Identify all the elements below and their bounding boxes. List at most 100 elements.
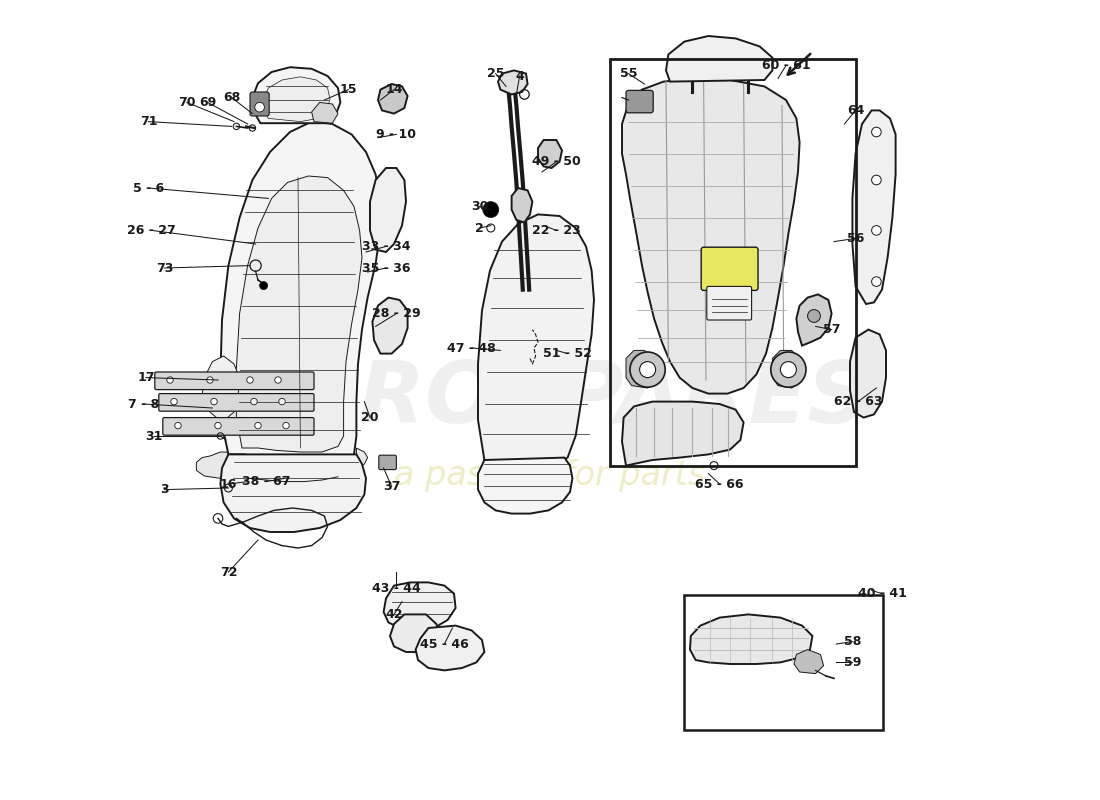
Polygon shape <box>850 330 886 418</box>
Text: 73: 73 <box>156 262 173 274</box>
FancyBboxPatch shape <box>158 394 314 411</box>
Text: 68: 68 <box>223 91 240 104</box>
Polygon shape <box>220 454 366 532</box>
Circle shape <box>771 352 806 387</box>
Text: 51 - 52: 51 - 52 <box>543 347 592 360</box>
FancyBboxPatch shape <box>684 595 883 730</box>
Polygon shape <box>626 350 656 388</box>
Text: 22 - 23: 22 - 23 <box>532 224 581 237</box>
Polygon shape <box>512 188 532 222</box>
Text: 3: 3 <box>161 483 168 496</box>
Text: 30: 30 <box>471 200 488 213</box>
Text: 35 - 36: 35 - 36 <box>362 262 410 274</box>
Polygon shape <box>264 77 330 122</box>
Text: 5 - 6: 5 - 6 <box>133 182 164 194</box>
Text: 59: 59 <box>844 656 861 669</box>
Text: 37: 37 <box>383 480 400 493</box>
Polygon shape <box>772 350 802 388</box>
Polygon shape <box>370 168 406 252</box>
Polygon shape <box>538 140 562 168</box>
Circle shape <box>207 377 213 383</box>
Text: 57: 57 <box>823 323 840 336</box>
Text: 31: 31 <box>145 430 163 442</box>
FancyBboxPatch shape <box>250 92 270 116</box>
Circle shape <box>871 127 881 137</box>
FancyBboxPatch shape <box>155 372 314 390</box>
Circle shape <box>211 398 217 405</box>
Polygon shape <box>621 78 800 394</box>
Text: 60 - 61: 60 - 61 <box>761 59 811 72</box>
Polygon shape <box>794 650 824 674</box>
Polygon shape <box>373 298 408 354</box>
Polygon shape <box>311 102 338 123</box>
Text: 38 - 67: 38 - 67 <box>242 475 290 488</box>
Text: 26 - 27: 26 - 27 <box>128 224 176 237</box>
Polygon shape <box>416 626 484 670</box>
Circle shape <box>246 377 253 383</box>
Text: 47 - 48: 47 - 48 <box>448 342 496 354</box>
Text: 25: 25 <box>487 67 504 80</box>
Polygon shape <box>478 214 594 468</box>
Circle shape <box>278 398 285 405</box>
Polygon shape <box>666 36 772 82</box>
Polygon shape <box>478 458 572 514</box>
Circle shape <box>251 398 257 405</box>
Text: 62 - 63: 62 - 63 <box>834 395 882 408</box>
Text: 71: 71 <box>140 115 157 128</box>
Circle shape <box>275 377 282 383</box>
Polygon shape <box>197 448 367 482</box>
Circle shape <box>807 310 821 322</box>
Circle shape <box>871 277 881 286</box>
Text: 58: 58 <box>844 635 861 648</box>
Polygon shape <box>690 614 813 664</box>
Circle shape <box>283 422 289 429</box>
Text: 69: 69 <box>199 96 217 109</box>
Text: 40 - 41: 40 - 41 <box>858 587 906 600</box>
Text: 49 - 50: 49 - 50 <box>532 155 581 168</box>
Circle shape <box>214 422 221 429</box>
Circle shape <box>639 362 656 378</box>
Polygon shape <box>378 84 408 114</box>
Text: 70: 70 <box>178 96 196 109</box>
Text: 33 - 34: 33 - 34 <box>362 240 410 253</box>
Text: 9 - 10: 9 - 10 <box>376 128 417 141</box>
Text: 64: 64 <box>847 104 865 117</box>
Circle shape <box>167 377 173 383</box>
Text: 72: 72 <box>220 566 238 578</box>
Text: 42: 42 <box>385 608 403 621</box>
FancyBboxPatch shape <box>163 418 314 435</box>
Circle shape <box>255 102 264 112</box>
Circle shape <box>175 422 182 429</box>
Text: 20: 20 <box>361 411 378 424</box>
Circle shape <box>871 226 881 235</box>
Text: 17: 17 <box>138 371 155 384</box>
Text: 16: 16 <box>220 478 238 490</box>
Text: 28 - 29: 28 - 29 <box>372 307 420 320</box>
Text: 55: 55 <box>619 67 637 80</box>
Circle shape <box>483 202 498 218</box>
Circle shape <box>255 422 261 429</box>
Circle shape <box>780 362 796 378</box>
Text: 43 - 44: 43 - 44 <box>372 582 421 594</box>
Polygon shape <box>621 402 744 466</box>
Polygon shape <box>852 110 895 304</box>
Text: 15: 15 <box>340 83 358 96</box>
Polygon shape <box>498 70 528 94</box>
Text: EUROSPARES: EUROSPARES <box>230 358 870 442</box>
Text: a passion for parts: a passion for parts <box>395 459 705 493</box>
Text: 14: 14 <box>385 83 403 96</box>
Polygon shape <box>384 582 455 630</box>
Text: 2: 2 <box>475 222 484 234</box>
Text: 7 - 8: 7 - 8 <box>128 398 160 410</box>
Polygon shape <box>202 356 240 422</box>
Text: 4: 4 <box>515 70 524 82</box>
FancyBboxPatch shape <box>378 455 396 470</box>
FancyBboxPatch shape <box>701 247 758 290</box>
Circle shape <box>260 282 267 290</box>
Text: 56: 56 <box>847 232 865 245</box>
FancyBboxPatch shape <box>707 286 751 320</box>
Text: 45 - 46: 45 - 46 <box>420 638 469 650</box>
Polygon shape <box>252 67 340 123</box>
Circle shape <box>170 398 177 405</box>
Circle shape <box>871 175 881 185</box>
